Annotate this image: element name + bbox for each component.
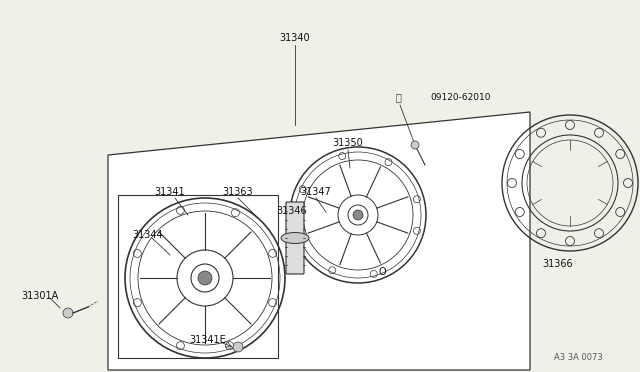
Ellipse shape bbox=[281, 232, 309, 244]
Circle shape bbox=[233, 342, 243, 352]
Circle shape bbox=[63, 308, 73, 318]
Text: 31350: 31350 bbox=[333, 138, 364, 148]
Text: 31341E: 31341E bbox=[189, 335, 227, 345]
FancyBboxPatch shape bbox=[286, 202, 304, 274]
Text: 31340: 31340 bbox=[280, 33, 310, 43]
Text: A3 3A 0073: A3 3A 0073 bbox=[554, 353, 602, 362]
Text: 31344: 31344 bbox=[132, 230, 163, 240]
Text: 09120-62010: 09120-62010 bbox=[430, 93, 490, 102]
Text: 31366: 31366 bbox=[543, 259, 573, 269]
Text: 31341: 31341 bbox=[155, 187, 186, 197]
Text: Ⓑ: Ⓑ bbox=[395, 92, 401, 102]
Text: 31363: 31363 bbox=[223, 187, 253, 197]
Circle shape bbox=[353, 210, 363, 220]
Text: O: O bbox=[378, 267, 386, 277]
Circle shape bbox=[198, 271, 212, 285]
Text: 31301A: 31301A bbox=[21, 291, 59, 301]
Circle shape bbox=[411, 141, 419, 149]
Text: 31347: 31347 bbox=[301, 187, 332, 197]
Polygon shape bbox=[108, 112, 530, 370]
Text: 31346: 31346 bbox=[276, 206, 307, 216]
